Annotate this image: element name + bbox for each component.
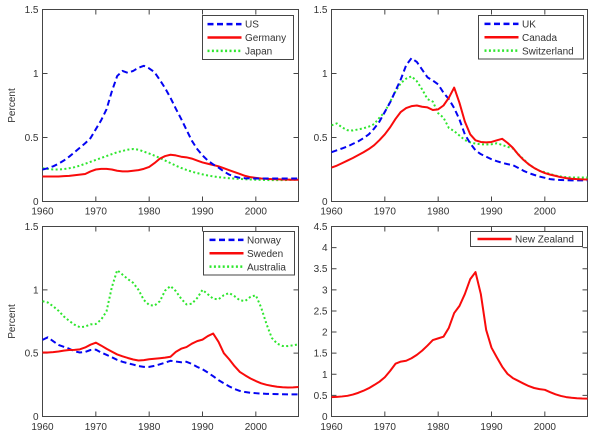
svg-text:1970: 1970	[85, 422, 108, 433]
svg-text:1980: 1980	[138, 207, 161, 218]
svg-text:1970: 1970	[374, 207, 397, 218]
svg-text:Percent: Percent	[7, 304, 18, 339]
svg-text:1990: 1990	[480, 422, 503, 433]
svg-text:1.5: 1.5	[314, 349, 328, 360]
svg-text:2000: 2000	[245, 207, 268, 218]
svg-text:3: 3	[322, 285, 328, 296]
svg-text:1980: 1980	[138, 422, 161, 433]
svg-text:Sweden: Sweden	[247, 249, 283, 260]
svg-text:0: 0	[33, 197, 39, 208]
svg-text:Germany: Germany	[245, 33, 286, 44]
svg-text:0.5: 0.5	[314, 133, 328, 144]
svg-text:0.5: 0.5	[25, 349, 39, 360]
svg-text:1: 1	[322, 69, 328, 80]
svg-text:1960: 1960	[31, 422, 54, 433]
svg-text:Percent: Percent	[7, 88, 18, 123]
svg-text:Australia: Australia	[247, 262, 286, 273]
svg-text:Japan: Japan	[245, 47, 272, 58]
svg-text:1960: 1960	[320, 422, 343, 433]
svg-text:0.5: 0.5	[25, 133, 39, 144]
svg-text:1990: 1990	[191, 207, 214, 218]
svg-text:1960: 1960	[320, 207, 343, 218]
svg-text:0: 0	[322, 412, 328, 423]
svg-text:Canada: Canada	[522, 33, 557, 44]
svg-text:0: 0	[322, 197, 328, 208]
svg-text:1: 1	[33, 69, 39, 80]
svg-text:New Zealand: New Zealand	[515, 235, 574, 246]
svg-text:Switzerland: Switzerland	[522, 46, 574, 57]
svg-text:1.5: 1.5	[25, 5, 39, 16]
svg-text:2000: 2000	[534, 207, 557, 218]
svg-text:1: 1	[33, 285, 39, 296]
svg-text:1990: 1990	[480, 207, 503, 218]
svg-text:1980: 1980	[427, 422, 450, 433]
svg-text:2: 2	[322, 328, 328, 339]
svg-text:1970: 1970	[374, 422, 397, 433]
svg-text:1960: 1960	[31, 207, 54, 218]
svg-text:2.5: 2.5	[314, 306, 328, 317]
svg-text:4.5: 4.5	[314, 222, 328, 233]
svg-text:1.5: 1.5	[314, 5, 328, 16]
svg-text:US: US	[245, 20, 259, 31]
svg-text:2000: 2000	[245, 422, 268, 433]
svg-text:4: 4	[322, 243, 328, 254]
svg-text:1970: 1970	[85, 207, 108, 218]
svg-text:UK: UK	[522, 19, 536, 30]
svg-text:0: 0	[33, 412, 39, 423]
svg-text:1990: 1990	[191, 422, 214, 433]
svg-text:Norway: Norway	[247, 235, 281, 246]
svg-text:0.5: 0.5	[314, 391, 328, 402]
svg-text:1980: 1980	[427, 207, 450, 218]
svg-text:2000: 2000	[534, 422, 557, 433]
svg-text:1: 1	[322, 370, 328, 381]
svg-text:1.5: 1.5	[25, 222, 39, 233]
svg-text:3.5: 3.5	[314, 264, 328, 275]
